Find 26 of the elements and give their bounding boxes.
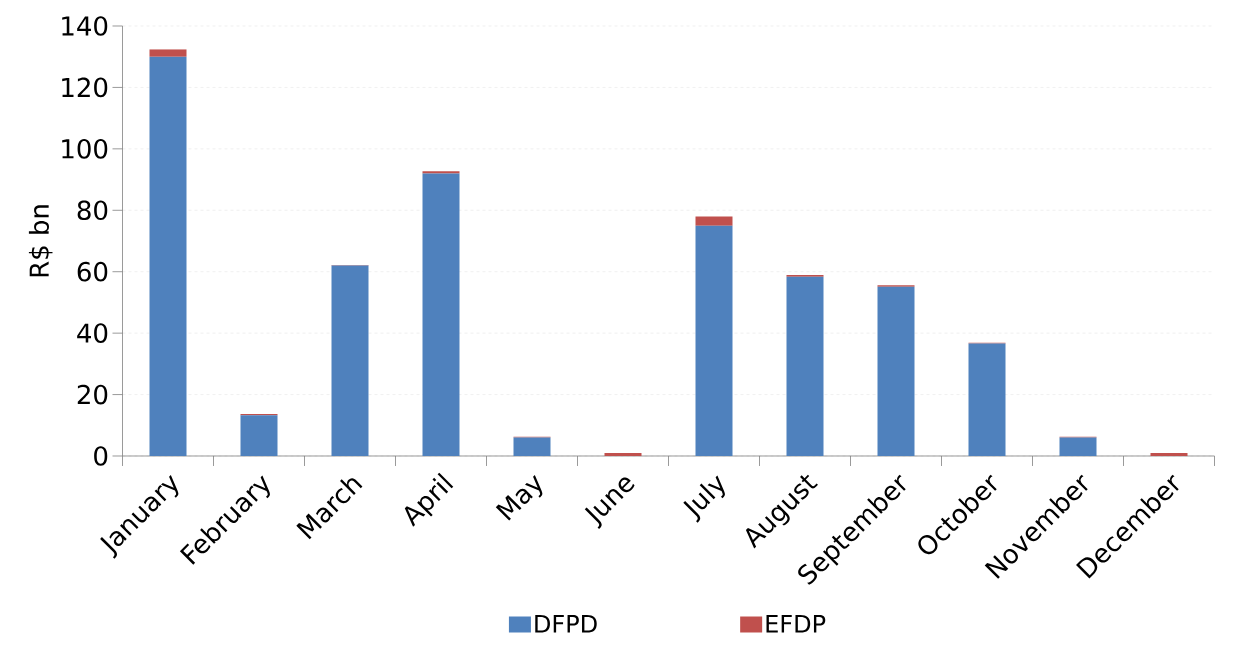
legend-label: EFDP <box>766 615 826 633</box>
bar <box>149 49 187 57</box>
y-tick-label: 140 <box>62 16 108 36</box>
bar <box>786 276 824 456</box>
bar <box>149 56 187 456</box>
bar <box>422 173 460 456</box>
bar <box>604 452 642 456</box>
y-tick-label: 20 <box>77 384 108 405</box>
bar <box>422 171 460 174</box>
bar <box>240 415 278 456</box>
bar <box>1150 452 1188 456</box>
bar <box>877 286 915 456</box>
bar <box>968 343 1006 456</box>
y-tick-label: 40 <box>77 323 108 343</box>
y-tick-label: 80 <box>77 200 108 221</box>
legend-label: DFPD <box>535 615 597 633</box>
y-tick-label: 60 <box>77 261 108 282</box>
bar <box>695 225 733 456</box>
bar <box>331 265 369 456</box>
bar <box>513 437 551 456</box>
y-axis-title: R$ bn <box>28 205 53 277</box>
y-tick-label: 120 <box>62 77 108 98</box>
bar <box>1059 437 1097 456</box>
y-tick-label: 0 <box>94 446 108 466</box>
bar <box>695 216 733 226</box>
y-tick-label: 100 <box>62 139 108 159</box>
